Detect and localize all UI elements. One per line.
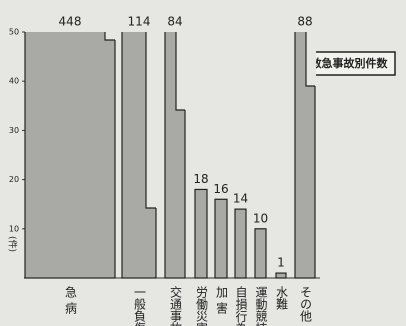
break-cover — [306, 31, 316, 86]
value-label: 16 — [213, 182, 228, 196]
bar — [254, 228, 267, 279]
bar — [24, 32, 116, 279]
x-tick-label: 交通事故 — [169, 285, 183, 326]
break-edge — [145, 32, 156, 209]
bar — [194, 188, 208, 279]
x-tick-label: 加 害 — [215, 286, 229, 315]
y-tick-label: 40 — [9, 77, 19, 86]
bar — [234, 208, 247, 279]
break-edge — [104, 32, 115, 41]
x-tick-label: 急 病 — [64, 285, 78, 315]
y-tick-label: 20 — [9, 175, 19, 184]
value-label: 448 — [59, 15, 82, 29]
y-tick-label: 10 — [9, 224, 19, 233]
value-label: 10 — [253, 211, 268, 225]
value-label: 1 — [277, 256, 285, 270]
break-cover — [146, 31, 157, 208]
x-tick-label: 水難 — [275, 286, 289, 310]
value-label: 114 — [128, 15, 151, 29]
break-cover — [105, 31, 116, 40]
x-tick-label: 一般負傷 — [133, 286, 147, 326]
bar — [214, 198, 228, 279]
value-label: 14 — [233, 192, 248, 206]
bar — [275, 272, 287, 279]
x-tick-label: 自損行為 — [234, 286, 248, 326]
x-tick-label: 労働災害 — [195, 286, 209, 326]
y-axis-label: (件) — [7, 236, 19, 252]
break-edge — [305, 32, 315, 87]
y-tick-label: 50 — [9, 28, 19, 37]
value-label: 18 — [193, 172, 208, 186]
break-cover — [176, 31, 186, 110]
value-label: 84 — [167, 15, 182, 29]
value-label: 88 — [297, 15, 312, 29]
chart-title: 救急事故別件数 — [311, 56, 389, 70]
y-tick-label: 30 — [9, 126, 19, 135]
x-tick-label: 運動競技 — [254, 286, 268, 326]
x-tick-label: その他 — [299, 286, 313, 322]
break-edge — [175, 32, 185, 111]
